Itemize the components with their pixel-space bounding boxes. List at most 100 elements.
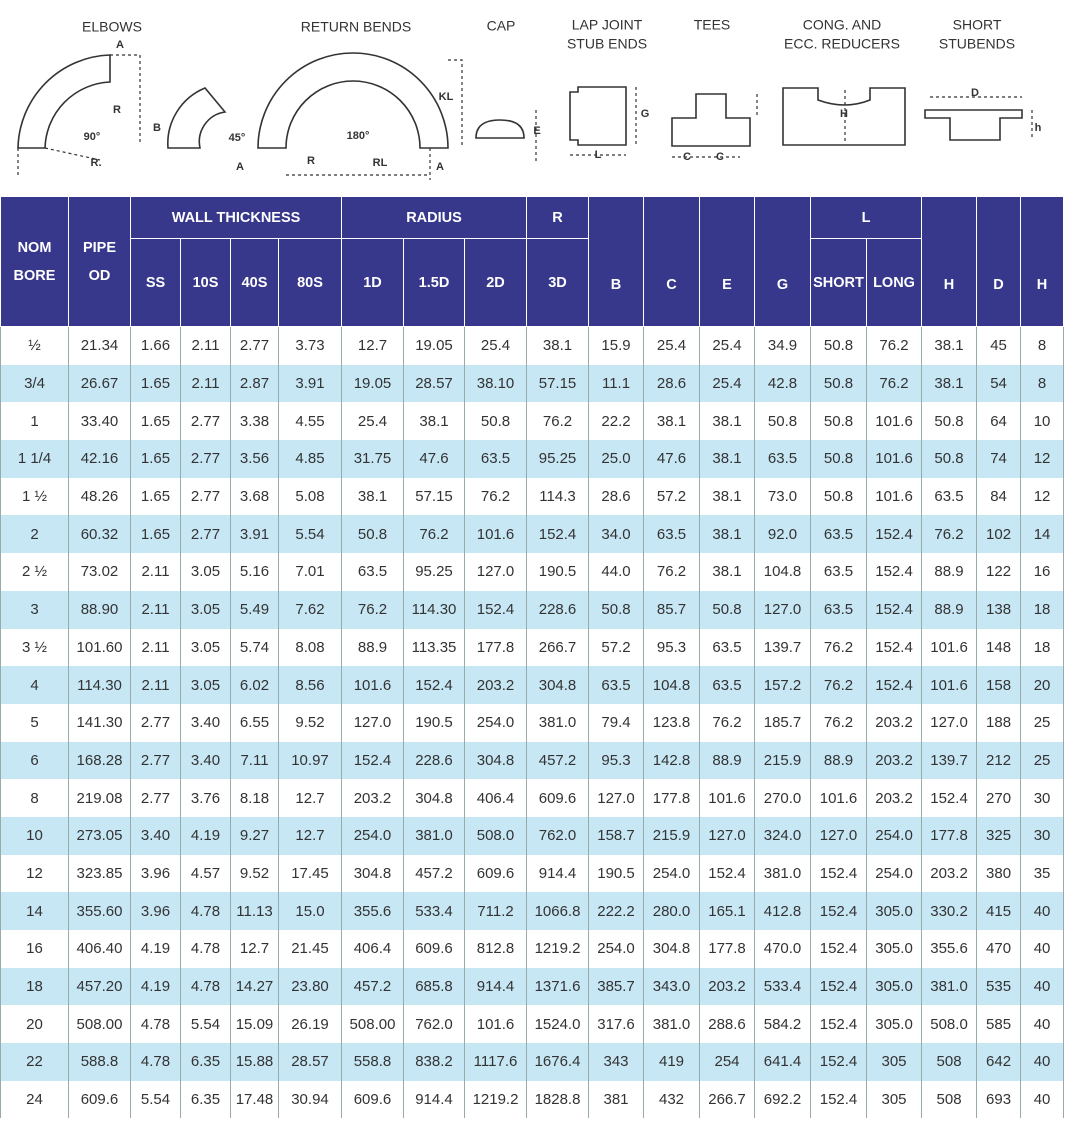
- table-cell: 152.4: [699, 854, 756, 893]
- table-cell: 114.30: [403, 590, 465, 629]
- table-cell: 641.4: [754, 1043, 812, 1081]
- table-cell: 212: [976, 741, 1022, 780]
- header-cell: 40S: [230, 238, 279, 327]
- table-cell: 4.19: [130, 930, 181, 968]
- table-cell: 26.67: [68, 364, 131, 403]
- table-cell: 142.8: [643, 741, 701, 780]
- diagram-label: KL: [439, 91, 454, 103]
- table-cell: 2.77: [180, 515, 231, 554]
- table-cell: 24: [0, 1080, 69, 1119]
- header-cell: 10S: [180, 238, 231, 327]
- table-cell: 88.9: [921, 590, 978, 629]
- table-cell: 3: [0, 590, 69, 629]
- table-cell: 15.0: [278, 892, 342, 930]
- table-cell: 152.4: [463, 590, 528, 629]
- header-group: RADIUS: [340, 196, 528, 239]
- table-cell: 88.9: [699, 741, 756, 780]
- table-cell: 76.2: [810, 666, 868, 704]
- table-cell: 63.5: [699, 628, 756, 667]
- table-cell: 2.77: [130, 779, 181, 817]
- table-row: ½ 21.34 1.66 2.11 2.77 3.73 12.7 19.05 25.4 38.1 1…: [0, 326, 1065, 365]
- table-cell: 12: [1020, 440, 1065, 478]
- table-cell: 8: [0, 779, 69, 817]
- table-cell: 38.1: [526, 326, 590, 365]
- shapes: [17, 52, 1033, 180]
- table-cell: 38.1: [699, 440, 756, 478]
- table-cell: 305.0: [866, 967, 923, 1006]
- table-cell: 508: [921, 1080, 978, 1119]
- table-row: 18 457.20 4.19 4.78 14.27 23.80 457.2 685.8 914.…: [0, 967, 1065, 1006]
- table-cell: 190.5: [526, 553, 590, 591]
- table-cell: 4.78: [180, 892, 231, 930]
- table-cell: 148: [976, 628, 1022, 667]
- table-cell: 38.10: [463, 364, 528, 403]
- table-cell: 101.6: [866, 402, 923, 441]
- table-cell: 1371.6: [526, 967, 590, 1006]
- table-head: NOM BORE PIPE OD WALL THICKNESS RADIUS R B…: [0, 196, 1065, 327]
- table-cell: 185.7: [754, 703, 812, 742]
- table-cell: 254.0: [341, 816, 404, 855]
- table-cell: 5.54: [180, 1005, 231, 1044]
- diagram-label: E: [533, 125, 540, 137]
- table-cell: 40: [1020, 1080, 1065, 1119]
- table-cell: 152.4: [526, 515, 590, 554]
- table-cell: 2.77: [180, 477, 231, 516]
- table-cell: 254.0: [866, 854, 923, 893]
- table-cell: 34.9: [754, 326, 812, 365]
- table-cell: 380: [976, 854, 1022, 893]
- table-cell: 12.7: [278, 816, 342, 855]
- elbow-90: [17, 54, 111, 149]
- table-cell: 190.5: [403, 703, 465, 742]
- table-cell: 203.2: [699, 967, 756, 1006]
- diagram-title: ELBOWS: [82, 19, 142, 35]
- table-cell: 19.05: [341, 364, 404, 403]
- table-cell: 57.2: [588, 628, 645, 667]
- table-cell: 381.0: [403, 816, 465, 855]
- table-cell: 4.78: [130, 1043, 181, 1081]
- table-cell: 17.45: [278, 854, 342, 893]
- table-cell: 508.00: [68, 1005, 131, 1044]
- table-cell: 1.66: [130, 326, 181, 365]
- table-cell: 76.2: [526, 402, 590, 441]
- header-cell: G: [754, 196, 812, 327]
- table-cell: 50.8: [810, 364, 868, 403]
- diagram-label: H: [840, 108, 848, 120]
- table-cell: 254.0: [588, 930, 645, 968]
- table-cell: 20: [0, 1005, 69, 1044]
- table-cell: 12.7: [230, 930, 279, 968]
- table-row: 3 88.90 2.11 3.05 5.49 7.62 76.2 114.30 152.4 228…: [0, 590, 1065, 629]
- table-cell: 2.11: [130, 553, 181, 591]
- table-cell: 12: [0, 854, 69, 893]
- table-cell: 3.91: [278, 364, 342, 403]
- table-cell: 18: [1020, 590, 1065, 629]
- table-cell: 533.4: [754, 967, 812, 1006]
- table-cell: 6.02: [230, 666, 279, 704]
- table-cell: 2.77: [180, 440, 231, 478]
- table-cell: 535: [976, 967, 1022, 1006]
- table-cell: 4.55: [278, 402, 342, 441]
- table-cell: 63.5: [341, 553, 404, 591]
- reducer: [782, 87, 906, 146]
- diagram-label: R: [307, 155, 315, 167]
- table-cell: 47.6: [643, 440, 701, 478]
- table-row: 1 ½ 48.26 1.65 2.77 3.68 5.08 38.1 57.15 76.2 114…: [0, 477, 1065, 516]
- cap: [475, 119, 525, 139]
- table-cell: 1.65: [130, 515, 181, 554]
- table-cell: 3.96: [130, 892, 181, 930]
- table-cell: 152.4: [810, 1080, 868, 1119]
- table-cell: 585: [976, 1005, 1022, 1044]
- table-cell: 25.4: [699, 364, 756, 403]
- table-cell: 381.0: [921, 967, 978, 1006]
- header-cell: PIPE OD: [68, 196, 131, 327]
- table-cell: 5.74: [230, 628, 279, 667]
- table-cell: 711.2: [463, 892, 528, 930]
- table-cell: 4: [0, 666, 69, 704]
- table-cell: 28.6: [588, 477, 645, 516]
- table-cell: 21.34: [68, 326, 131, 365]
- table-cell: 152.4: [866, 628, 923, 667]
- table-cell: 5.08: [278, 477, 342, 516]
- table-cell: 588.8: [68, 1043, 131, 1081]
- table-cell: 457.20: [68, 967, 131, 1006]
- table-cell: 50.8: [463, 402, 528, 441]
- table-cell: 412.8: [754, 892, 812, 930]
